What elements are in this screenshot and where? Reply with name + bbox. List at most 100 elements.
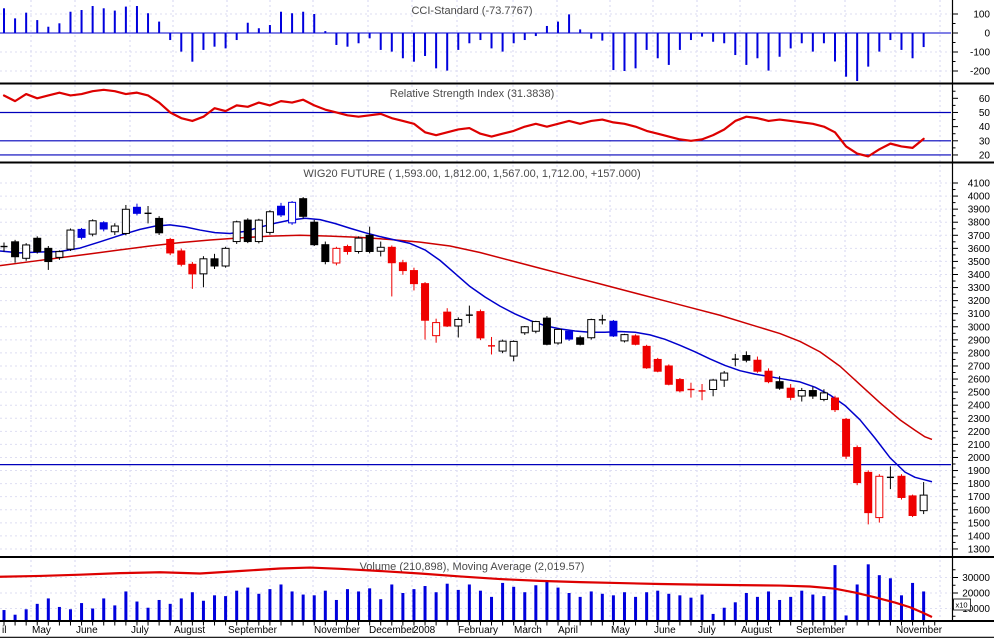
cci-bars — [0, 6, 951, 81]
candle — [177, 248, 186, 267]
month-label: July — [131, 625, 149, 636]
axis-label: 3500 — [968, 257, 991, 268]
price-panel — [0, 197, 951, 525]
candle — [299, 197, 308, 219]
candle — [709, 378, 718, 397]
candle — [354, 236, 363, 254]
month-label: June — [654, 625, 676, 636]
axis-label: 1400 — [968, 531, 991, 542]
axis-label: 3900 — [968, 205, 991, 216]
candle — [332, 246, 341, 266]
candle — [343, 244, 352, 255]
axis-label: 3400 — [968, 270, 991, 281]
month-label: April — [558, 625, 578, 636]
candle — [243, 218, 252, 244]
axis-label: 20000 — [962, 589, 990, 600]
candle — [254, 218, 263, 244]
axis-label: 4000 — [968, 192, 991, 203]
axis-label: -100 — [970, 48, 990, 59]
axis-label: 2600 — [968, 375, 991, 386]
candle — [476, 309, 485, 341]
axis-label: 3700 — [968, 231, 991, 242]
candle — [831, 395, 839, 412]
candle — [376, 241, 385, 257]
candle — [277, 202, 285, 217]
gridlines — [0, 0, 951, 620]
candle — [465, 305, 473, 324]
price-ma-blue — [0, 217, 933, 483]
candle — [908, 494, 917, 518]
month-label: il — [2, 625, 6, 636]
volume-bars — [0, 564, 933, 621]
candle — [188, 261, 197, 289]
axis-label: 10000 — [962, 604, 990, 615]
month-label: August — [174, 625, 205, 636]
candle — [542, 316, 551, 346]
candle — [919, 482, 928, 515]
candle — [210, 253, 219, 270]
volume-multiplier-badge: x10 — [953, 598, 971, 611]
axis-label: 1800 — [968, 479, 991, 490]
axis-label: 60 — [979, 94, 991, 105]
price-ma-red — [0, 234, 933, 441]
candle — [488, 336, 496, 355]
candle — [797, 387, 806, 402]
candle — [432, 318, 441, 343]
candle — [99, 221, 108, 232]
candle — [731, 353, 739, 367]
candle — [819, 389, 828, 402]
axis-label: 2300 — [968, 414, 991, 425]
candle — [720, 370, 729, 387]
candle — [132, 203, 141, 216]
cci-panel-title: CCI-Standard (-73.7767) — [411, 5, 532, 17]
axis-label: 2200 — [968, 427, 991, 438]
candle — [609, 319, 618, 337]
month-label: June — [76, 625, 98, 636]
candle — [144, 206, 152, 224]
axis-label: 2700 — [968, 361, 991, 372]
candle — [199, 256, 208, 288]
candle — [864, 470, 873, 525]
candle — [875, 474, 884, 523]
month-label: March — [514, 625, 542, 636]
axis-label: 1600 — [968, 505, 991, 516]
axis-label: 40 — [979, 122, 991, 133]
candle — [44, 245, 53, 270]
candle — [764, 368, 773, 384]
axis-label: 1500 — [968, 518, 991, 529]
candle — [531, 320, 540, 334]
candle — [808, 386, 817, 399]
candle — [387, 245, 396, 297]
candle — [88, 219, 97, 237]
candle — [232, 220, 241, 244]
candle — [565, 330, 574, 341]
candle — [576, 335, 585, 346]
axis-label: 3600 — [968, 244, 991, 255]
series-layer — [0, 6, 951, 621]
candle — [631, 334, 640, 346]
axis-label: -200 — [970, 67, 990, 78]
month-label: November — [314, 625, 361, 636]
axis-label: 30 — [979, 136, 991, 147]
rsi-line — [0, 88, 951, 158]
candle — [587, 318, 596, 340]
candle — [321, 241, 330, 265]
candle — [121, 204, 130, 236]
candle — [265, 210, 274, 235]
candle — [33, 236, 42, 254]
month-label: December — [369, 625, 416, 636]
candle — [421, 282, 430, 340]
candle — [110, 223, 119, 236]
candle — [11, 239, 20, 263]
month-label: November — [896, 625, 943, 636]
month-label: May — [611, 625, 630, 636]
candle — [443, 308, 452, 328]
axis-label: 2100 — [968, 440, 991, 451]
month-label: September — [796, 625, 846, 636]
candle — [66, 228, 75, 251]
axis-label: 2900 — [968, 335, 991, 346]
month-label: August — [741, 625, 772, 636]
